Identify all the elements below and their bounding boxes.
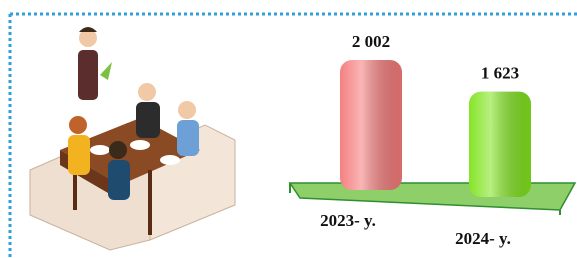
- value-label: 2 002: [352, 32, 390, 51]
- chart: 2 002 2023- y. 1 623 2024- y.: [0, 0, 577, 258]
- page: {"chart_data": {"type": "bar", "categori…: [0, 0, 577, 258]
- floor: [290, 183, 575, 210]
- category-label: 2024- y.: [455, 229, 511, 248]
- bar-shine: [340, 60, 402, 190]
- bar-shine: [469, 92, 531, 197]
- value-label: 1 623: [481, 64, 519, 83]
- restaurant-illustration: [30, 27, 235, 250]
- category-label: 2023- y.: [320, 211, 376, 230]
